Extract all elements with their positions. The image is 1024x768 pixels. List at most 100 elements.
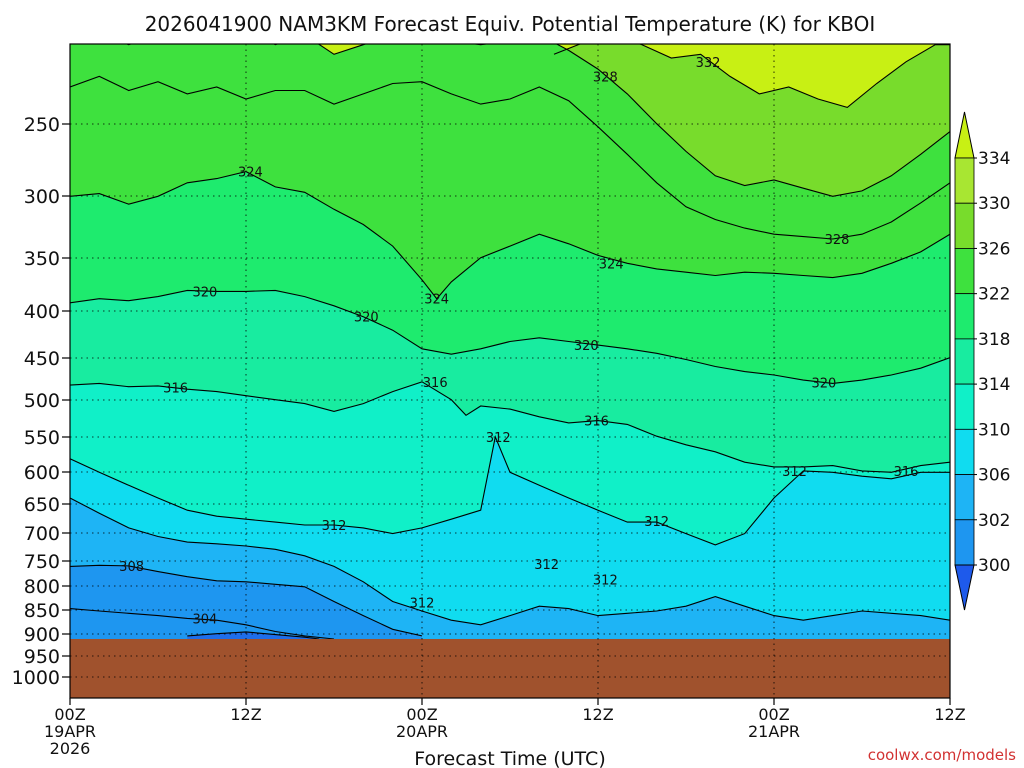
colorbar-label: 330 — [978, 194, 1010, 214]
y-tick-label: 550 — [24, 427, 60, 449]
svg-text:312: 312 — [593, 573, 618, 588]
y-tick-label: 350 — [24, 248, 60, 270]
x-tick-label: 12Z — [582, 705, 613, 724]
plot-area: 328 332 324 328 324 324 320 320 320 320 316 316 316 3… — [70, 44, 950, 698]
x-tick-label: 20APR — [396, 722, 448, 741]
x-tick-label: 00Z — [54, 705, 85, 724]
colorbar: 334 330 326 322 318 314 310 306 302 300 — [954, 111, 1010, 611]
svg-text:312: 312 — [534, 558, 559, 573]
y-tick-label: 700 — [24, 523, 60, 545]
contour-label: 332 — [696, 56, 721, 71]
contour-labels: 328 332 324 328 324 324 320 320 320 320 316 316 316 3… — [119, 56, 918, 628]
x-tick-label: 2026 — [50, 739, 91, 758]
colorbar-bin — [954, 248, 975, 295]
contour-label: 312 — [534, 558, 559, 573]
contour-label: 316 — [584, 415, 609, 430]
colorbar-label: 300 — [978, 556, 1010, 576]
svg-text:320: 320 — [354, 311, 379, 326]
colorbar-over — [954, 111, 975, 159]
contour-label: 312 — [782, 465, 807, 480]
colorbar-label: 306 — [978, 466, 1010, 486]
contour-label: 328 — [825, 233, 850, 248]
colorbar-label: 326 — [978, 239, 1010, 259]
colorbar-label: 322 — [978, 285, 1010, 305]
colorbar-label: 310 — [978, 420, 1010, 440]
colorbar-bin — [954, 293, 975, 340]
y-tick-label: 1000 — [12, 667, 60, 689]
contour-316 — [70, 381, 950, 473]
contour-320 — [70, 289, 950, 384]
y-axis: 2503003504004505005506006507007508008509… — [12, 114, 70, 689]
ground-terrain — [70, 638, 950, 698]
svg-text:324: 324 — [424, 293, 449, 308]
grid-lines — [70, 44, 950, 698]
svg-text:312: 312 — [410, 596, 435, 611]
colorbar-label: 334 — [978, 149, 1010, 169]
contour-label: 320 — [574, 339, 599, 354]
svg-text:328: 328 — [825, 233, 850, 248]
field-bands — [70, 44, 950, 698]
contour-332 — [553, 44, 950, 109]
svg-text:316: 316 — [894, 465, 919, 480]
x-tick-label: 12Z — [934, 705, 965, 724]
svg-text:332: 332 — [696, 56, 721, 71]
svg-text:312: 312 — [782, 465, 807, 480]
contour-label: 316 — [423, 376, 448, 391]
svg-text:324: 324 — [599, 257, 624, 272]
plot-frame — [69, 43, 951, 699]
contour-label: 312 — [322, 519, 347, 534]
contour-label: 312 — [644, 515, 669, 530]
contour-label: 316 — [163, 382, 188, 397]
svg-text:312: 312 — [322, 519, 347, 534]
y-tick-label: 300 — [24, 186, 60, 208]
colorbar-bin — [954, 383, 975, 430]
y-tick-label: 500 — [24, 390, 60, 412]
y-tick-label: 900 — [24, 624, 60, 646]
svg-text:316: 316 — [584, 415, 609, 430]
svg-text:328: 328 — [593, 70, 618, 85]
svg-text:312: 312 — [486, 431, 511, 446]
y-tick-label: 650 — [24, 494, 60, 516]
contour-label: 320 — [354, 311, 379, 326]
svg-text:320: 320 — [811, 377, 836, 392]
contour-label: 324 — [424, 293, 449, 308]
contour-label: 312 — [486, 431, 511, 446]
y-tick-label: 950 — [24, 646, 60, 668]
y-tick-label: 850 — [24, 600, 60, 622]
y-tick-label: 400 — [24, 301, 60, 323]
x-tick-label: 00Z — [758, 705, 789, 724]
svg-text:320: 320 — [193, 285, 218, 300]
svg-text:312: 312 — [644, 515, 669, 530]
y-tick-label: 450 — [24, 348, 60, 370]
svg-text:316: 316 — [423, 376, 448, 391]
contour-label: 312 — [593, 573, 618, 588]
colorbar-bin — [954, 157, 975, 204]
contour-label: 304 — [193, 612, 218, 627]
svg-text:308: 308 — [119, 560, 144, 575]
contour-label: 328 — [593, 70, 618, 85]
contour-label: 308 — [119, 560, 144, 575]
contour-330 — [125, 44, 950, 197]
contour-label: 320 — [193, 285, 218, 300]
colorbar-bin — [954, 519, 975, 566]
colorbar-bin — [954, 428, 975, 475]
contour-label: 316 — [894, 465, 919, 480]
colorbar-label: 318 — [978, 330, 1010, 350]
y-tick-label: 750 — [24, 551, 60, 573]
contour-328 — [70, 75, 950, 240]
contour-label: 324 — [599, 257, 624, 272]
colorbar-label: 302 — [978, 511, 1010, 531]
colorbar-bin — [954, 474, 975, 521]
colorbar-bin — [954, 202, 975, 249]
x-tick-label: 21APR — [748, 722, 800, 741]
contour-label: 320 — [811, 377, 836, 392]
svg-text:316: 316 — [163, 382, 188, 397]
contour-306 — [70, 564, 423, 637]
colorbar-under — [954, 564, 975, 611]
contour-312 — [70, 435, 950, 546]
contour-label: 324 — [238, 166, 263, 181]
y-tick-label: 600 — [24, 462, 60, 484]
svg-text:320: 320 — [574, 339, 599, 354]
